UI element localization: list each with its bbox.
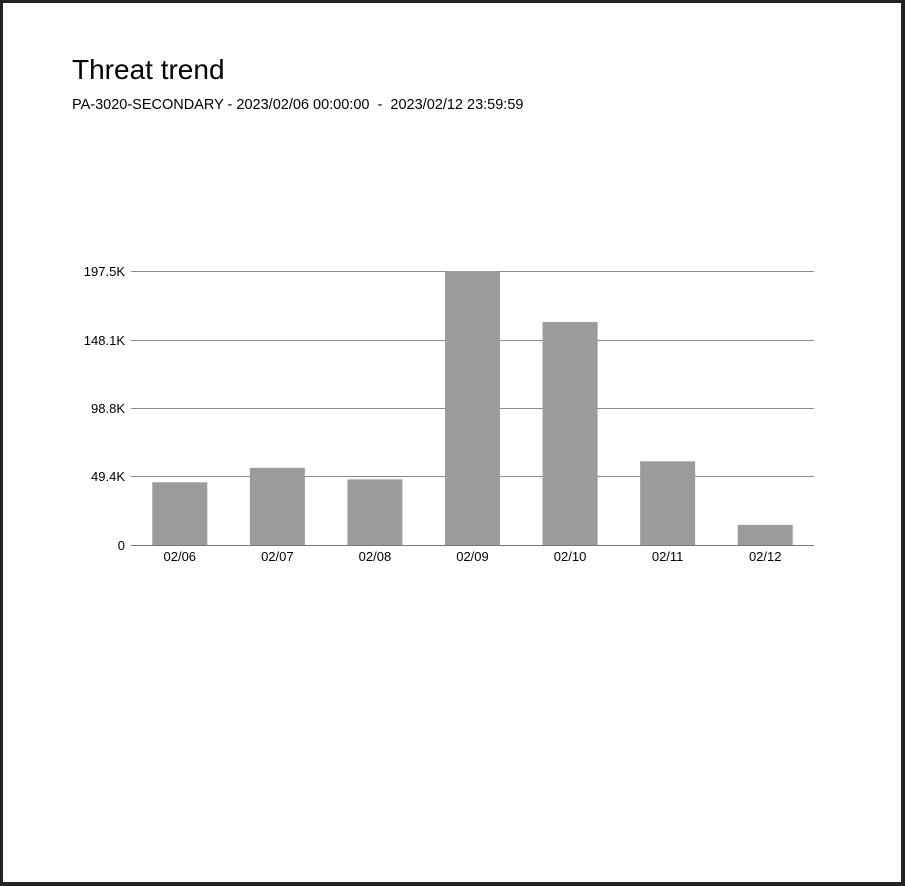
bar	[542, 322, 598, 545]
x-tick-label: 02/09	[456, 549, 489, 564]
x-tick-label: 02/11	[652, 549, 684, 564]
range-end: 2023/02/12 23:59:59	[390, 97, 524, 113]
y-tick-label: 49.4K	[91, 469, 125, 484]
bar	[737, 524, 793, 545]
device-name: PA-3020-SECONDARY	[72, 97, 224, 113]
bar	[347, 479, 403, 545]
y-tick-label: 0	[118, 538, 125, 553]
report-title: Threat trend	[72, 54, 225, 85]
bar	[640, 461, 696, 545]
report-subtitle: PA-3020-SECONDARY - 2023/02/06 00:00:00 …	[72, 97, 524, 113]
y-tick-label: 98.8K	[91, 401, 125, 416]
x-tick-label: 02/07	[261, 549, 294, 564]
bar	[152, 482, 208, 545]
x-tick-label: 02/12	[749, 549, 782, 564]
x-tick-label: 02/08	[359, 549, 392, 564]
x-tick-label: 02/10	[554, 549, 587, 564]
bar	[249, 467, 305, 545]
y-tick-label: 148.1K	[84, 333, 126, 348]
range-start: 2023/02/06 00:00:00	[236, 97, 370, 113]
x-tick-label: 02/06	[164, 549, 197, 564]
y-tick-label: 197.5K	[84, 264, 126, 279]
bar	[445, 271, 500, 545]
